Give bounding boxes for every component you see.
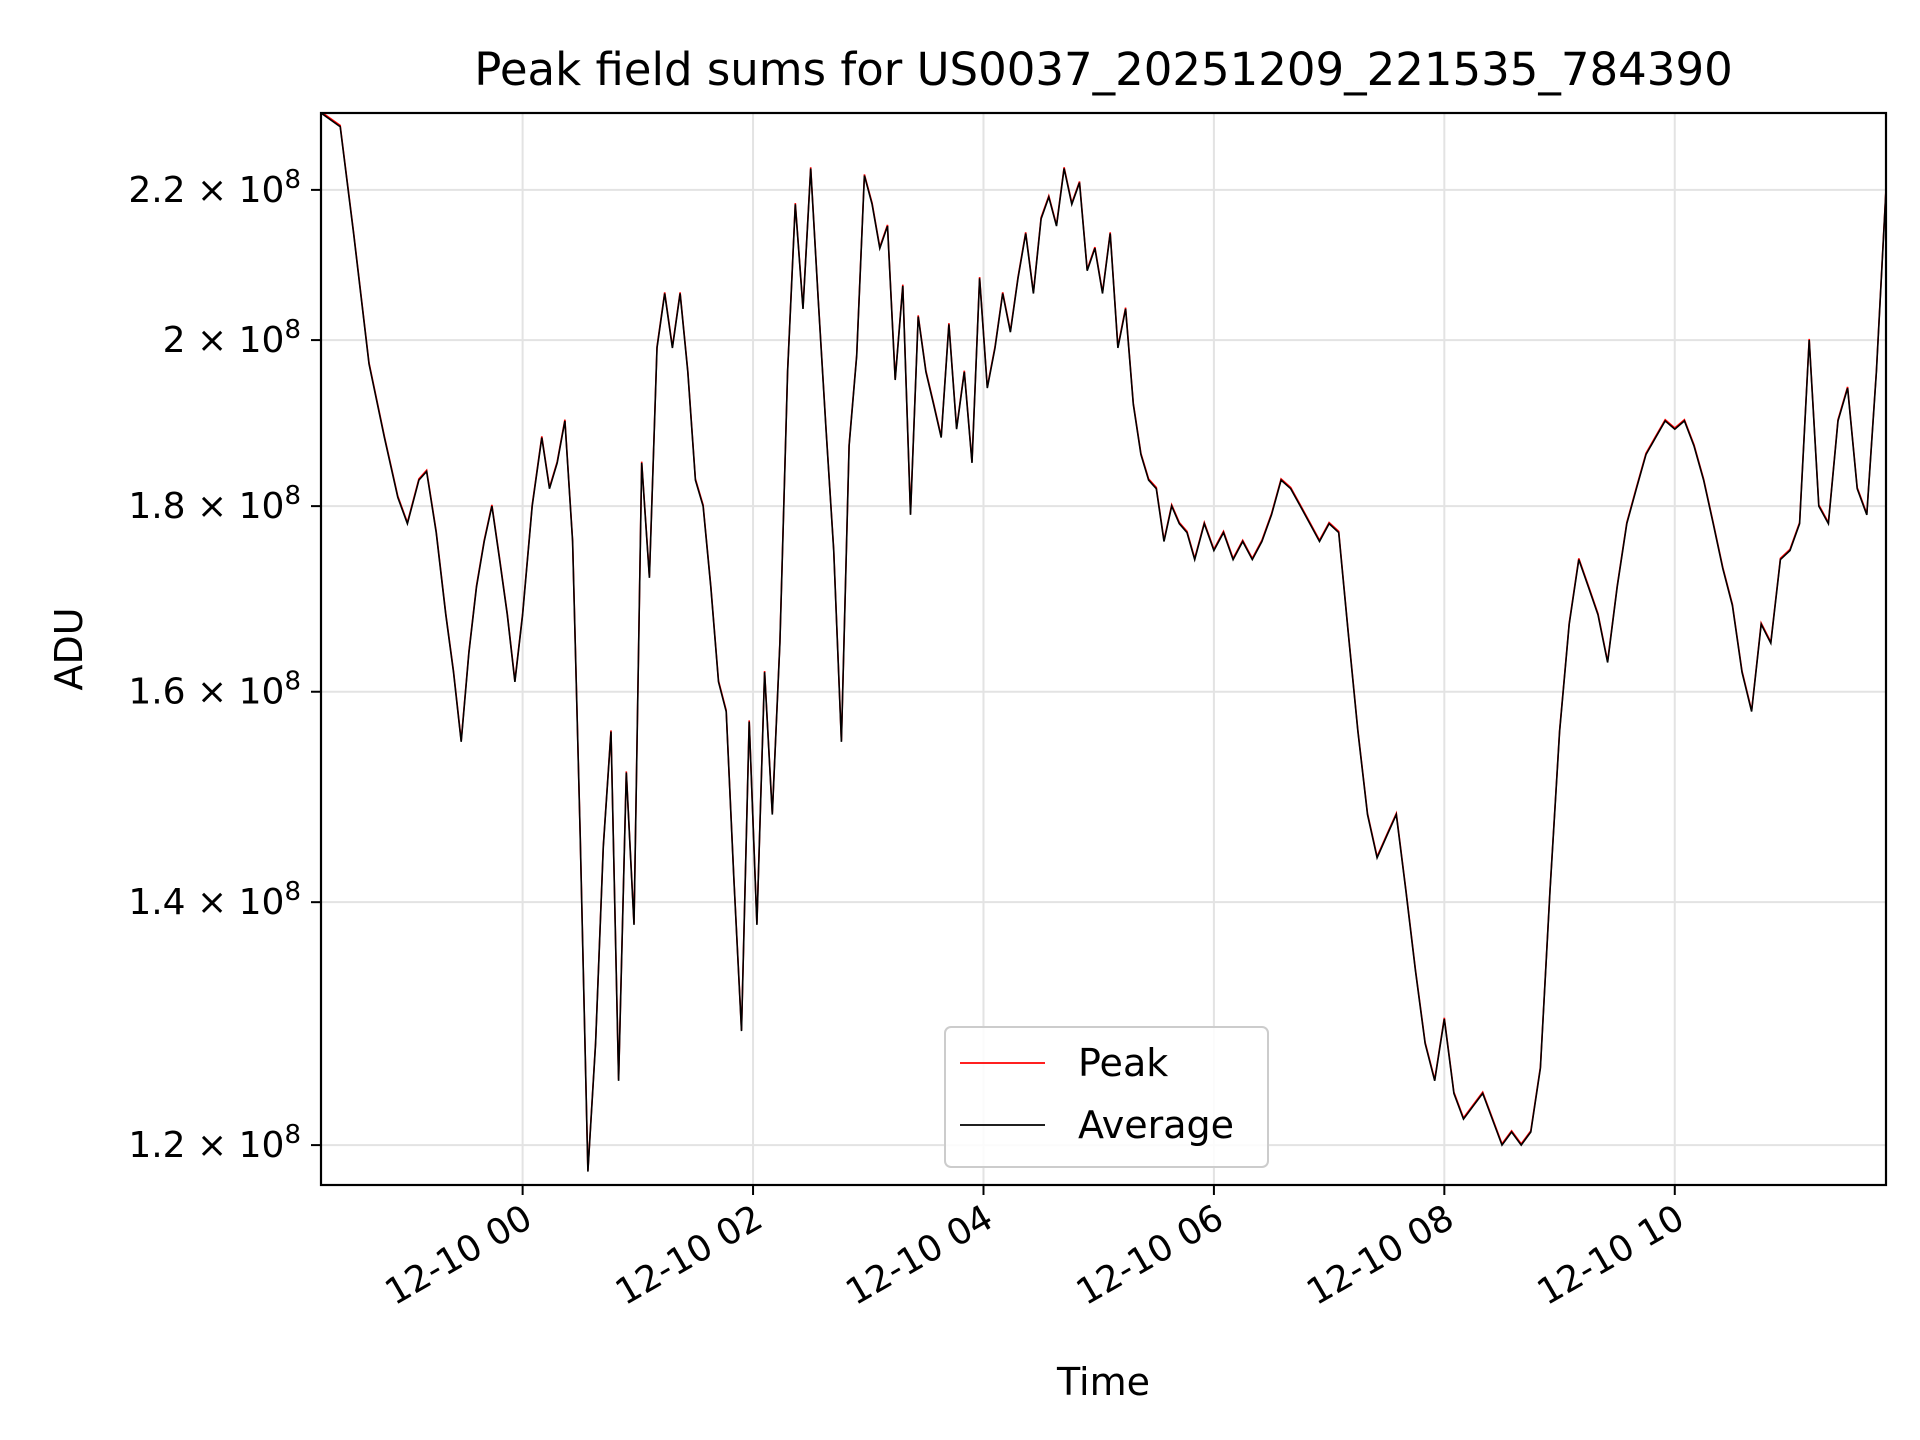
x-axis: 12-10 00 12-10 02 12-10 04 12-10 06 12-10 08… [378,1185,1691,1314]
gridlines [321,113,1886,1185]
x-tick-label: 12-10 04 [839,1197,1000,1313]
y-tick-label: 1.6 × 108 [128,667,301,713]
x-tick-label: 12-10 02 [609,1197,770,1313]
y-tick-label: 1.8 × 108 [128,481,301,527]
y-axis: 1.2 × 108 1.4 × 108 1.6 × 108 1.8 × 108 2 × … [128,165,321,1166]
y-axis-label: ADU [47,607,91,690]
plot-frame [319,111,1888,1187]
x-tick-label: 12-10 00 [378,1197,539,1313]
series-line-average [321,113,1886,1172]
series-line-peak [321,113,1886,1171]
legend: Peak Average [944,1026,1269,1168]
x-tick-label: 12-10 06 [1070,1197,1231,1313]
legend-box [944,1026,1269,1168]
y-tick-label: 2.2 × 108 [128,165,301,211]
y-tick-label: 2 × 108 [163,315,301,361]
y-tick-label: 1.4 × 108 [128,877,301,923]
legend-label-peak: Peak [1078,1041,1168,1085]
y-tick-label: 1.2 × 108 [128,1120,301,1166]
chart-title: Peak field sums for US0037_20251209_2215… [474,43,1732,96]
legend-label-average: Average [1078,1103,1234,1147]
x-tick-label: 12-10 08 [1300,1197,1461,1313]
x-tick-label: 12-10 10 [1531,1197,1692,1313]
plot-series [321,113,1886,1172]
x-axis-label: Time [1056,1360,1150,1404]
